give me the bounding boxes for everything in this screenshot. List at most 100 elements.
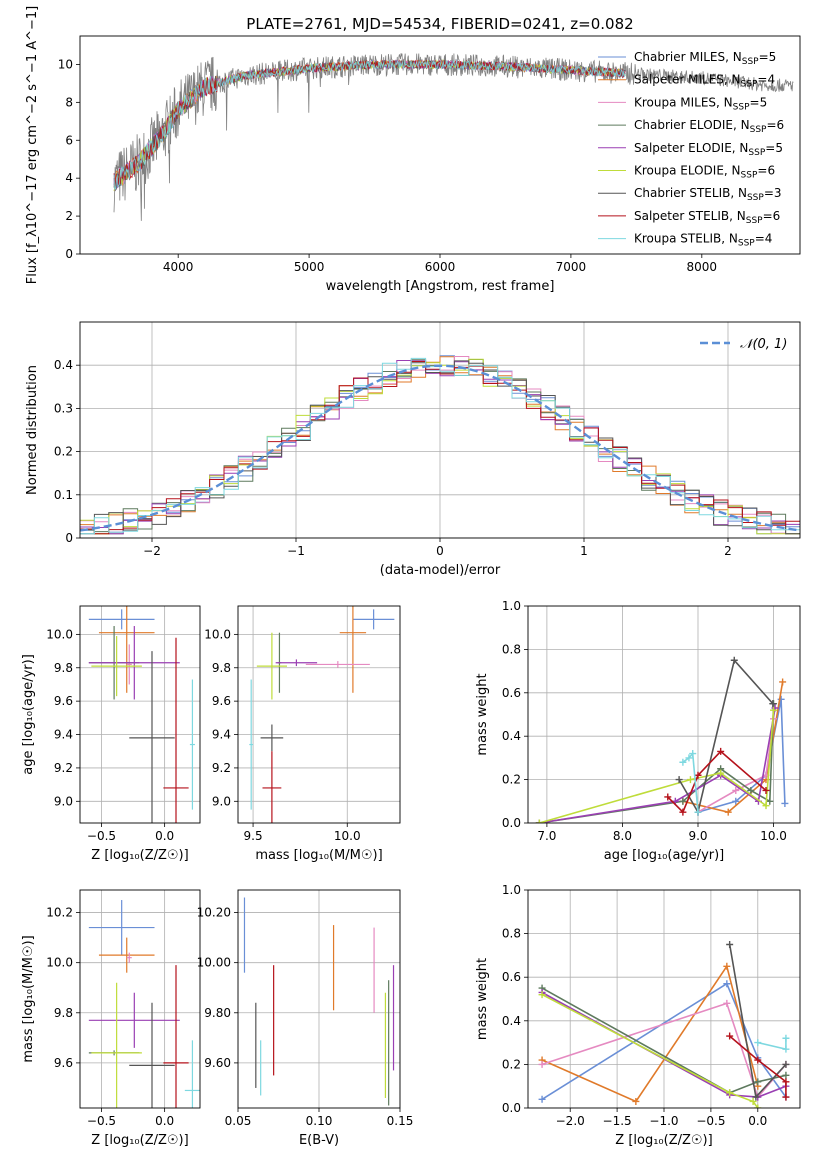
legend-entry-label: Chabrier STELIB, NSSP=3 [634, 186, 782, 203]
legend-nssp-value: =4 [755, 232, 773, 246]
mass-weight-vs-age-plot-area [528, 606, 800, 823]
age-vs-Z-y-tick-label: 9.8 [54, 661, 73, 675]
series-point-marker [679, 797, 687, 805]
spectrum-plot-area [113, 53, 794, 221]
mass-vs-Z-y-tick-label: 9.8 [54, 1006, 73, 1020]
mass-weight-vs-Z-x-tick-label: −1.5 [603, 1114, 632, 1128]
series-line-kroupa-stelib [757, 1038, 787, 1051]
series-point-marker [726, 1032, 734, 1040]
spectrum-frame [79, 35, 801, 255]
series-line-salpeter-miles [682, 681, 784, 813]
series-point-marker [754, 1078, 762, 1086]
mass-weight-vs-Z-plot-area [528, 890, 800, 1108]
series-point-marker [781, 799, 789, 807]
legend-nssp-value: =5 [765, 141, 783, 155]
mass-weight-vs-age-y-tick-label: 0.8 [502, 642, 521, 656]
mass-weight-vs-Z-x-tick-label: −1.0 [649, 1114, 678, 1128]
legend-nssp-value: =4 [757, 73, 775, 87]
age-vs-Z-y-axis-label: age [log₁₀(age/yr)] [21, 654, 36, 775]
spectrum-y-tick-label: 4 [65, 171, 73, 185]
spectrum-x-tick-label: 7000 [556, 260, 587, 274]
mass-weight-vs-Z-y-tick-label: 0.2 [502, 1057, 521, 1071]
histogram-kroupa-elodie [80, 358, 800, 535]
mass-weight-vs-Z-y-tick-label: 0.6 [502, 970, 521, 984]
legend-subscript: SSP [733, 102, 750, 112]
mass-vs-Z-y-tick-label: 10.2 [46, 906, 73, 920]
mass-vs-EBV-y-tick-label: 9.80 [204, 1006, 231, 1020]
mass-weight-vs-age-x-tick-label: 7.0 [537, 829, 556, 843]
residuals-y-tick-label: 0.1 [54, 488, 73, 502]
mass-weight-vs-Z-x-tick-label: −2.0 [556, 1114, 585, 1128]
mass-weight-vs-age-y-tick-label: 0.2 [502, 773, 521, 787]
mass-weight-vs-age-x-tick-label: 10.0 [760, 829, 787, 843]
series-point-marker [730, 656, 738, 664]
mass-weight-vs-Z-y-tick-label: 0.8 [502, 927, 521, 941]
legend-entry-label: Kroupa STELIB, NSSP=4 [634, 232, 772, 249]
series-point-marker [694, 771, 702, 779]
residuals-y-tick-label: 0 [65, 531, 73, 545]
mass-weight-vs-Z-x-tick-label: −0.5 [696, 1114, 725, 1128]
age-vs-Z-frame [79, 605, 201, 824]
mass-weight-vs-Z-y-tick-label: 0.4 [502, 1014, 521, 1028]
series-point-marker [675, 776, 683, 784]
series-point-marker [782, 1078, 790, 1086]
mass-weight-vs-age-y-tick-label: 0.0 [502, 816, 521, 830]
residuals-x-tick-label: 1 [580, 544, 588, 558]
mass-vs-EBV-frame [237, 889, 401, 1109]
age-vs-Z-x-axis-label: Z [log₁₀(Z/Z☉)] [91, 848, 188, 863]
age-vs-Z-y-tick-label: 9.6 [54, 694, 73, 708]
series-point-marker [769, 700, 777, 708]
residuals-plot-area [80, 322, 800, 538]
mass-vs-EBV-plot-area [238, 890, 400, 1108]
series-point-marker [685, 754, 693, 762]
series-point-marker [754, 1039, 762, 1047]
gaussian-legend-label: 𝒩(0, 1) [740, 337, 787, 352]
series-point-marker [782, 1093, 790, 1101]
series-point-marker [766, 797, 774, 805]
legend-subscript: SSP [748, 148, 765, 158]
series-point-marker [762, 802, 770, 810]
age-vs-mass-panel: 9.5 10.0 9.0 9.2 9.4 9.6 9.8 10.0 mass [log₁₀(M/… [204, 605, 401, 863]
series-point-marker [679, 758, 687, 766]
age-vs-Z-x-tick-label: −0.5 [87, 829, 116, 843]
series-point-marker [749, 1097, 757, 1105]
residuals-x-tick-label: −2 [143, 544, 161, 558]
spectrum-y-tick-label: 8 [65, 95, 73, 109]
age-vs-Z-y-tick-label: 10.0 [46, 627, 73, 641]
mass-weight-vs-Z-y-tick-label: 0.0 [502, 1101, 521, 1115]
series-point-marker [770, 706, 778, 714]
age-vs-Z-plot-area [80, 606, 200, 823]
series-point-marker [538, 1095, 546, 1103]
mass-weight-vs-age-frame [527, 605, 801, 824]
series-line-kroupa-elodie [541, 993, 759, 1108]
age-vs-Z-y-tick-label: 9.0 [54, 794, 73, 808]
series-point-marker [686, 776, 694, 784]
mass-vs-EBV-y-tick-label: 10.20 [197, 906, 231, 920]
legend-subscript: SSP [746, 216, 763, 226]
age-vs-Z-x-tick-label: 0.0 [155, 829, 174, 843]
series-point-marker [782, 1060, 790, 1068]
age-vs-Z-panel: −0.5 0.0 9.0 9.2 9.4 9.6 9.8 10.0 Z [log₁₀(Z/Z☉)… [21, 605, 201, 863]
residuals-y-tick-label: 0.3 [54, 401, 73, 415]
legend-subscript: SSP [747, 193, 764, 203]
age-vs-mass-x-axis-label: mass [log₁₀(M/M☉)] [255, 848, 382, 863]
age-vs-Z-y-tick-label: 9.4 [54, 728, 73, 742]
series-point-marker [535, 819, 543, 823]
series-line-chabrier-stelib [678, 658, 774, 815]
series-point-marker [717, 747, 725, 755]
series-line-chabrier-elodie [539, 703, 775, 823]
mass-weight-vs-Z-y-axis-label: mass weight [475, 958, 490, 1040]
series-point-marker [782, 1034, 790, 1042]
mass-vs-Z-panel: −0.5 0.0 9.6 9.8 10.0 10.2 Z [log₁₀(Z/Z☉)] mass… [21, 889, 201, 1148]
series-point-marker [538, 991, 546, 999]
mass-weight-vs-Z-frame [527, 889, 801, 1109]
mass-vs-Z-y-axis-label: mass [log₁₀(M/M☉)] [21, 935, 36, 1062]
legend-nssp-value: =6 [757, 164, 775, 178]
spectrum-x-tick-label: 6000 [425, 260, 456, 274]
series-point-marker [717, 769, 725, 777]
legend-entry-label: Salpeter MILES, NSSP=4 [634, 73, 775, 90]
age-vs-mass-frame [237, 605, 401, 824]
legend-entry-label: Kroupa ELODIE, NSSP=6 [634, 164, 775, 181]
